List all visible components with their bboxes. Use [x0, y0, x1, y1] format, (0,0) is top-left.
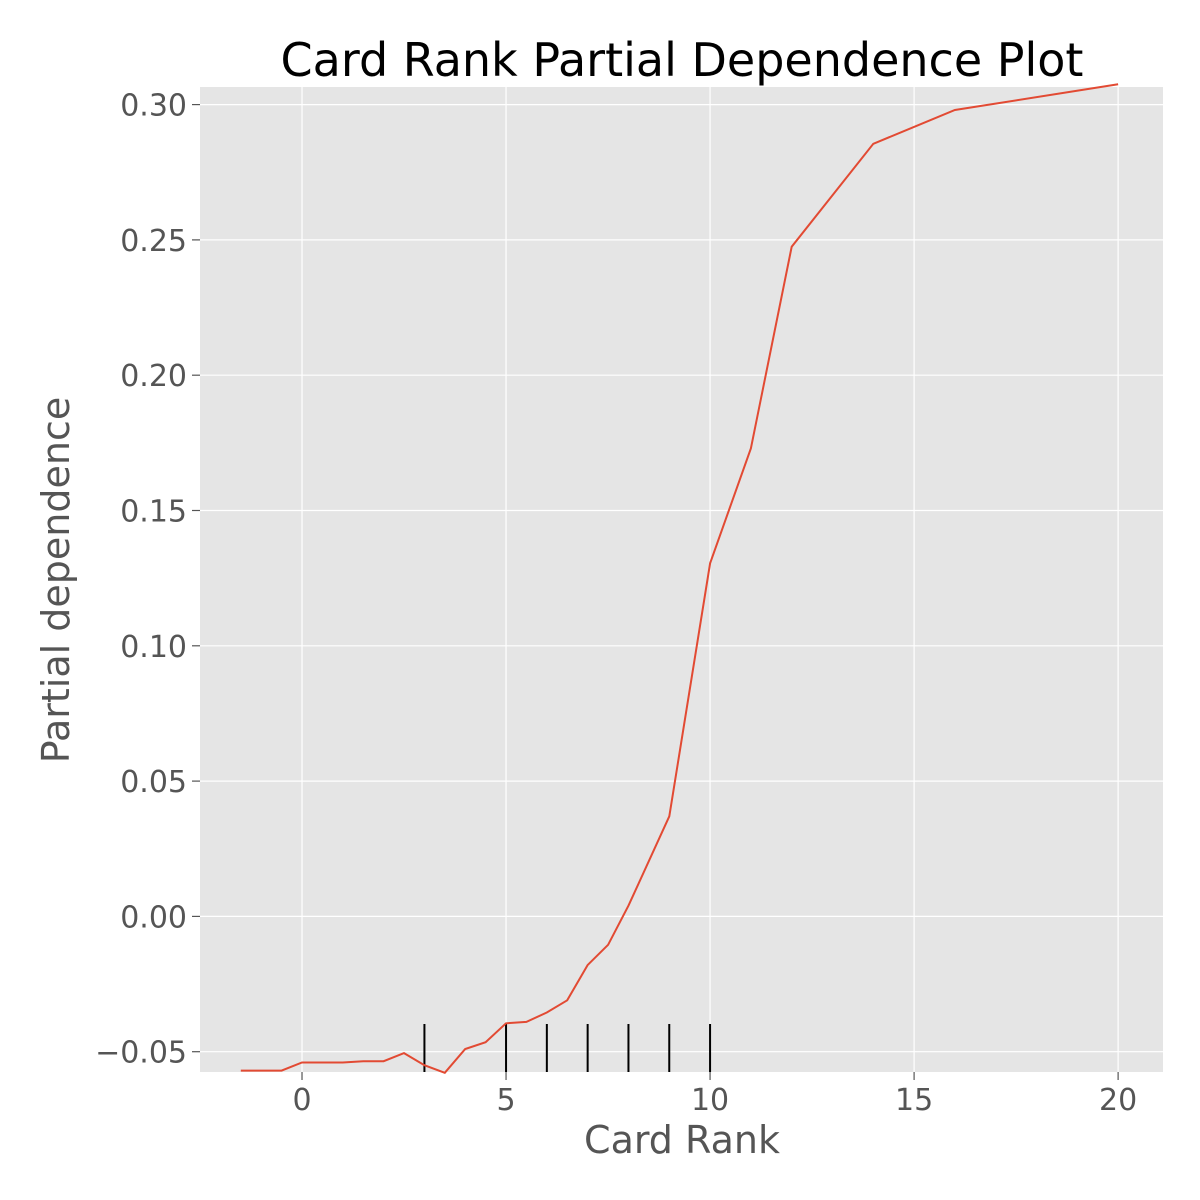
y-tick-label: 0.20 [120, 359, 187, 394]
x-axis-ticks: 0 5 10 15 20 [292, 1072, 1137, 1118]
x-tick-label: 20 [1099, 1083, 1137, 1118]
x-tick-label: 5 [496, 1083, 515, 1118]
x-tick-label: 10 [691, 1083, 729, 1118]
rug-marks [423, 1024, 712, 1072]
y-tick-label: 0.25 [120, 224, 187, 259]
grid-lines [200, 87, 1163, 1072]
x-axis-label: Card Rank [584, 1118, 780, 1162]
y-axis-ticks: −0.05 0.00 0.05 0.10 0.15 0.20 0.25 0.30 [95, 89, 200, 1071]
chart-title: Card Rank Partial Dependence Plot [281, 33, 1084, 87]
x-tick-label: 0 [292, 1083, 311, 1118]
y-tick-label: 0.30 [120, 89, 187, 124]
y-tick-label: 0.05 [120, 765, 187, 800]
y-axis-label: Partial dependence [34, 397, 78, 763]
y-tick-label: 0.15 [120, 494, 187, 529]
y-tick-label: 0.10 [120, 630, 187, 665]
y-tick-label: 0.00 [120, 900, 187, 935]
plot-area [200, 87, 1163, 1072]
y-tick-label: −0.05 [95, 1036, 187, 1071]
x-tick-label: 15 [895, 1083, 933, 1118]
partial-dependence-line [240, 83, 1119, 1074]
